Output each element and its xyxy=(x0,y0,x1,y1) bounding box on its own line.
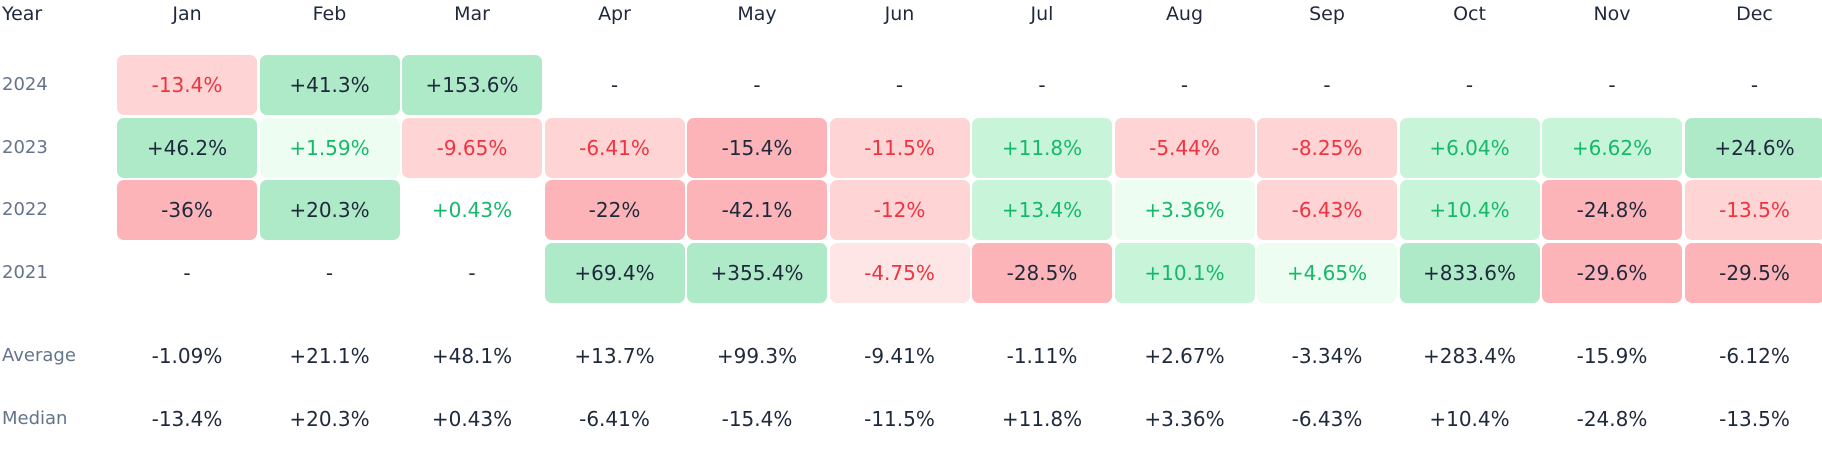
heatmap-cell-2024-oct: - xyxy=(1465,73,1474,97)
year-label-2023: 2023 xyxy=(2,137,48,158)
heatmap-cell-2022-jul: +13.4% xyxy=(972,180,1112,240)
month-header-oct: Oct xyxy=(1453,3,1486,25)
summary-average-feb: +21.1% xyxy=(289,344,370,368)
heatmap-cell-2024-aug: - xyxy=(1180,73,1189,97)
heatmap-cell-2024-apr: - xyxy=(610,73,619,97)
heatmap-cell-2023-mar: -9.65% xyxy=(402,118,542,178)
summary-median-jan: -13.4% xyxy=(151,407,223,431)
heatmap-cell-2022-apr: -22% xyxy=(544,180,685,240)
year-label-2022: 2022 xyxy=(2,199,48,220)
summary-average-jul: -1.11% xyxy=(1006,344,1078,368)
summary-average-dec: -6.12% xyxy=(1719,344,1790,368)
heatmap-cell-2024-nov: - xyxy=(1608,73,1616,97)
year-column-header: Year xyxy=(2,3,43,25)
heatmap-cell-2023-jan: +46.2% xyxy=(117,118,257,178)
summary-median-feb: +20.3% xyxy=(289,407,370,431)
summary-median-jun: -11.5% xyxy=(864,407,935,431)
heatmap-cell-2023-sep: -8.25% xyxy=(1257,118,1397,178)
heatmap-cell-2023-jul: +11.8% xyxy=(972,118,1112,178)
summary-average-aug: +2.67% xyxy=(1144,344,1225,368)
summary-label-average: Average xyxy=(2,345,76,366)
heatmap-cell-2021-jan: - xyxy=(183,261,191,285)
heatmap-cell-2023-jun: -11.5% xyxy=(829,118,970,178)
heatmap-cell-2023-apr: -6.41% xyxy=(544,118,685,178)
heatmap-cell-2021-feb: - xyxy=(325,261,334,285)
heatmap-cell-2022-nov: -24.8% xyxy=(1542,180,1682,240)
month-header-feb: Feb xyxy=(312,3,347,25)
summary-median-sep: -6.43% xyxy=(1291,407,1363,431)
summary-median-aug: +3.36% xyxy=(1144,407,1225,431)
month-header-aug: Aug xyxy=(1165,3,1204,25)
heatmap-cell-2022-oct: +10.4% xyxy=(1399,180,1540,240)
summary-average-may: +99.3% xyxy=(716,344,798,368)
heatmap-cell-2021-may: +355.4% xyxy=(687,243,827,303)
heatmap-cell-2021-jul: -28.5% xyxy=(972,243,1112,303)
heatmap-cell-2021-mar: - xyxy=(468,261,476,285)
heatmap-cell-2022-aug: +3.36% xyxy=(1114,180,1255,240)
heatmap-cell-2021-aug: +10.1% xyxy=(1114,243,1255,303)
summary-average-apr: +13.7% xyxy=(574,344,655,368)
month-header-sep: Sep xyxy=(1309,3,1345,25)
heatmap-cell-2021-sep: +4.65% xyxy=(1257,243,1397,303)
heatmap-cell-2021-jun: -4.75% xyxy=(829,243,970,303)
summary-average-jan: -1.09% xyxy=(151,344,223,368)
month-header-may: May xyxy=(737,3,777,25)
heatmap-cell-2022-feb: +20.3% xyxy=(259,180,400,240)
heatmap-cell-2021-oct: +833.6% xyxy=(1399,243,1540,303)
month-header-jun: Jun xyxy=(884,3,915,25)
heatmap-cell-2024-dec: - xyxy=(1750,73,1759,97)
month-header-apr: Apr xyxy=(598,3,631,25)
heatmap-cell-2021-dec: -29.5% xyxy=(1684,243,1822,303)
heatmap-cell-2024-jan: -13.4% xyxy=(117,55,257,115)
heatmap-cell-2021-apr: +69.4% xyxy=(544,243,685,303)
heatmap-cell-2021-nov: -29.6% xyxy=(1542,243,1682,303)
heatmap-cell-2022-jun: -12% xyxy=(829,180,970,240)
heatmap-cell-2024-sep: - xyxy=(1323,73,1331,97)
month-header-nov: Nov xyxy=(1593,3,1631,25)
heatmap-cell-2024-feb: +41.3% xyxy=(259,55,400,115)
heatmap-cell-2023-oct: +6.04% xyxy=(1399,118,1540,178)
summary-average-nov: -15.9% xyxy=(1576,344,1648,368)
heatmap-cell-2024-jun: - xyxy=(895,73,904,97)
month-header-mar: Mar xyxy=(454,3,490,25)
month-header-jul: Jul xyxy=(1030,3,1054,25)
summary-average-jun: -9.41% xyxy=(864,344,935,368)
heatmap-cell-2024-may: - xyxy=(753,73,761,97)
heatmap-cell-2022-sep: -6.43% xyxy=(1257,180,1397,240)
heatmap-cell-2024-jul: - xyxy=(1038,73,1046,97)
heatmap-cell-2023-nov: +6.62% xyxy=(1542,118,1682,178)
summary-label-median: Median xyxy=(2,408,68,429)
heatmap-cell-2022-may: -42.1% xyxy=(687,180,827,240)
summary-median-jul: +11.8% xyxy=(1001,407,1083,431)
summary-median-oct: +10.4% xyxy=(1429,407,1510,431)
heatmap-cell-2023-may: -15.4% xyxy=(687,118,827,178)
month-header-dec: Dec xyxy=(1736,3,1773,25)
heatmap-cell-2024-mar: +153.6% xyxy=(402,55,542,115)
summary-average-oct: +283.4% xyxy=(1422,344,1517,368)
summary-median-mar: +0.43% xyxy=(431,407,513,431)
year-label-2024: 2024 xyxy=(2,74,48,95)
summary-median-dec: -13.5% xyxy=(1719,407,1790,431)
summary-median-nov: -24.8% xyxy=(1576,407,1648,431)
heatmap-cell-2023-dec: +24.6% xyxy=(1684,118,1822,178)
summary-average-mar: +48.1% xyxy=(431,344,513,368)
summary-median-apr: -6.41% xyxy=(579,407,650,431)
summary-average-sep: -3.34% xyxy=(1291,344,1363,368)
heatmap-cell-2022-mar: +0.43% xyxy=(431,198,513,222)
heatmap-cell-2022-dec: -13.5% xyxy=(1684,180,1822,240)
heatmap-cell-2023-aug: -5.44% xyxy=(1114,118,1255,178)
summary-median-may: -15.4% xyxy=(721,407,793,431)
year-label-2021: 2021 xyxy=(2,262,48,283)
heatmap-cell-2023-feb: +1.59% xyxy=(259,118,400,178)
heatmap-cell-2022-jan: -36% xyxy=(117,180,257,240)
month-header-jan: Jan xyxy=(172,3,202,25)
